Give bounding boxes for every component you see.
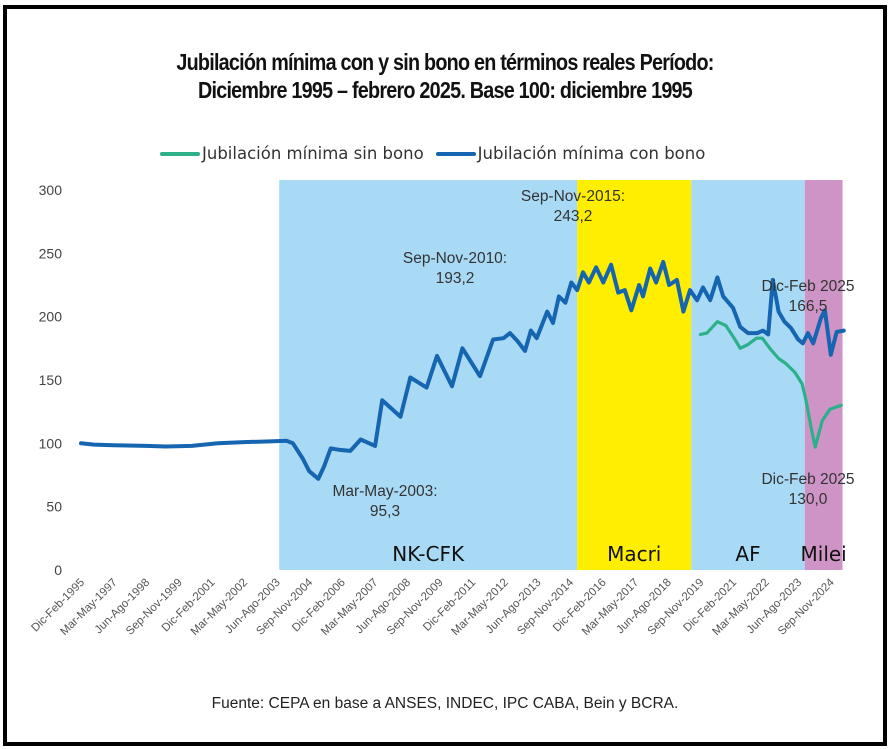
period-band-labels: NK-CFK Macri AF Milei: [392, 542, 846, 566]
chart-title: Jubilación mínima con y sin bono en térm…: [62, 48, 827, 104]
x-tick-label: Mar-May-2007: [319, 577, 380, 638]
y-tick-label: 150: [39, 372, 63, 388]
annotations: Mar-May-2003: 95,3 Sep-Nov-2010: 193,2 Sep-N…: [332, 188, 854, 520]
band-label-nk-cfk: NK-CFK: [392, 542, 465, 566]
legend-label-sin-bono: Jubilación mínima sin bono: [202, 144, 424, 163]
legend: Jubilación mínima sin bono Jubilación mí…: [160, 144, 717, 163]
band-af: [691, 180, 805, 570]
annotation-value: 166,5: [789, 298, 828, 315]
band-milei: [804, 180, 843, 570]
band-label-af: AF: [735, 542, 760, 566]
y-axis: 0 50 100 150 200 250 300: [39, 182, 63, 578]
y-tick-label: 250: [39, 245, 63, 261]
series-line-con-bono: [79, 259, 846, 481]
annotation-label: Mar-May-2003:: [332, 483, 437, 500]
legend-swatch-sin-bono: [160, 151, 200, 156]
x-axis: Dic-Feb-1995Mar-May-1997Jun-Ago-1998Sep-…: [29, 576, 837, 638]
annotation-value: 193,2: [436, 270, 475, 287]
y-tick-label: 50: [46, 499, 62, 515]
series-lines: [79, 259, 846, 481]
y-tick-label: 200: [39, 309, 63, 325]
annotation-label: Dic-Feb 2025: [761, 471, 854, 488]
band-label-milei: Milei: [801, 542, 847, 566]
source-note: Fuente: CEPA en base a ANSES, INDEC, IPC…: [211, 695, 679, 712]
chart-title-line1: Jubilación mínima con y sin bono en térm…: [176, 49, 714, 75]
chart-title-line2: Diciembre 1995 – febrero 2025. Base 100:…: [197, 77, 693, 103]
x-tick-label: Sep-Nov-2024: [776, 576, 837, 637]
x-tick-label: Mar-May-2002: [189, 577, 250, 638]
annotation-label: Dic-Feb 2025: [761, 278, 854, 295]
x-tick-label: Sep-Nov-2014: [515, 576, 576, 637]
x-tick-label: Sep-Nov-1999: [124, 577, 185, 638]
x-tick-label: Mar-May-2017: [580, 577, 641, 638]
annotation-label: Sep-Nov-2015:: [521, 188, 625, 205]
x-tick-label: Mar-May-1997: [58, 577, 119, 638]
series-line-sin-bono: [698, 320, 843, 449]
annotation-value: 243,2: [554, 208, 593, 225]
legend-item-sin-bono: Jubilación mínima sin bono: [160, 144, 424, 163]
x-tick-label: Sep-Nov-2004: [254, 576, 315, 637]
x-tick-label: Sep-Nov-2009: [385, 577, 446, 638]
x-tick-label: Sep-Nov-2019: [646, 577, 707, 638]
y-tick-label: 100: [39, 435, 63, 451]
x-tick-label: Mar-May-2022: [710, 577, 771, 638]
legend-swatch-con-bono: [435, 151, 476, 156]
band-label-macri: Macri: [607, 542, 661, 566]
annotation-label: Sep-Nov-2010:: [403, 250, 507, 267]
band-macri: [577, 180, 692, 570]
annotation-value: 130,0: [789, 491, 828, 508]
x-tick-label: Mar-May-2012: [450, 577, 511, 638]
period-bands: [279, 180, 843, 570]
legend-label-con-bono: Jubilación mínima con bono: [477, 144, 706, 163]
y-tick-label: 300: [39, 182, 63, 198]
legend-item-con-bono: Jubilación mínima con bono: [435, 144, 706, 163]
y-tick-label: 0: [54, 562, 62, 578]
band-nk-cfk: [279, 180, 578, 570]
annotation-value: 95,3: [370, 503, 400, 520]
